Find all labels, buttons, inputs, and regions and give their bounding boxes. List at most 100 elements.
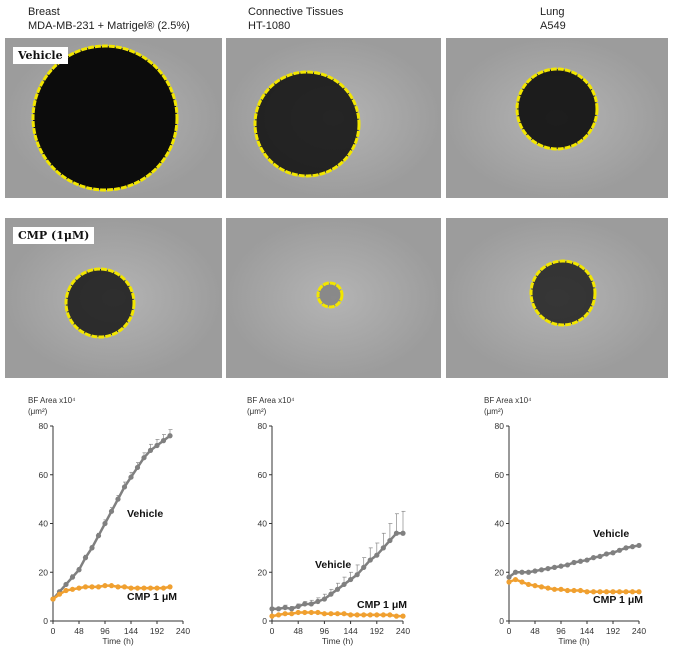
series-label: CMP 1 μM (127, 591, 177, 603)
y-axis-unit: (μm²) (484, 407, 504, 416)
data-point (380, 545, 386, 551)
data-point (308, 609, 314, 616)
y-axis-unit: (μm²) (247, 407, 267, 416)
data-point (512, 576, 519, 583)
data-point (603, 589, 610, 595)
series-label: Vehicle (127, 508, 163, 520)
data-point (551, 586, 558, 592)
spheroid-outline (316, 281, 344, 309)
x-tick-label: 192 (150, 626, 164, 636)
data-point (512, 569, 519, 575)
y-axis-label: BF Area x10⁴ (28, 396, 76, 405)
y-tick-label: 40 (258, 519, 268, 529)
y-tick-label: 20 (258, 567, 268, 577)
data-point (590, 589, 597, 595)
data-point (76, 585, 82, 591)
data-point (380, 612, 386, 618)
data-point (341, 611, 347, 617)
x-tick-label: 96 (556, 626, 566, 636)
data-point (629, 544, 636, 550)
data-point (506, 579, 512, 585)
data-point (321, 611, 327, 617)
y-tick-label: 20 (495, 567, 505, 577)
spheroid-image (226, 38, 441, 198)
x-tick-label: 144 (344, 626, 358, 636)
x-tick-label: 96 (320, 626, 330, 636)
data-point (69, 574, 76, 580)
y-tick-label: 40 (495, 519, 505, 529)
data-point (636, 542, 642, 549)
y-tick-label: 60 (495, 470, 505, 480)
series-label: CMP 1 μM (357, 599, 407, 611)
x-tick-label: 240 (632, 626, 646, 636)
data-point (538, 584, 545, 590)
data-point (571, 587, 577, 594)
data-point (76, 567, 82, 573)
x-tick-label: 144 (124, 626, 138, 636)
spheroid-outline (529, 259, 597, 327)
series-label: Vehicle (315, 559, 351, 571)
data-point (374, 552, 380, 558)
data-point (354, 612, 360, 618)
data-point (167, 584, 173, 590)
data-point (590, 555, 597, 561)
x-tick-label: 48 (530, 626, 540, 636)
data-point (623, 589, 629, 595)
data-point (108, 583, 115, 589)
growth-chart: BF Area x10⁴ (μm²) 0 20 40 60 80 0 48 96 144 192 240… (247, 396, 410, 646)
y-axis-label: BF Area x10⁴ (247, 396, 295, 405)
data-point (334, 586, 341, 592)
data-point (525, 581, 532, 588)
y-tick-label: 60 (39, 470, 49, 480)
spheroid-image (446, 38, 668, 198)
y-tick-label: 0 (262, 616, 267, 626)
y-axis-label: BF Area x10⁴ (484, 396, 532, 405)
y-tick-label: 60 (258, 470, 268, 480)
data-point (82, 555, 89, 561)
data-point (387, 537, 393, 544)
tissue-label: Lung (540, 6, 565, 18)
series-label: Vehicle (593, 528, 629, 540)
y-tick-label: 80 (39, 421, 49, 431)
data-point (374, 612, 380, 618)
column-header-connective: Connective Tissues HT-1080 (248, 5, 343, 33)
data-point (532, 583, 538, 589)
data-point (302, 601, 308, 607)
data-point (89, 584, 95, 590)
data-point (564, 562, 571, 568)
data-point (121, 484, 128, 490)
data-point (571, 559, 577, 566)
data-point (341, 581, 347, 588)
data-point (308, 601, 314, 607)
data-point (551, 564, 558, 570)
data-point (629, 589, 636, 595)
data-point (610, 589, 616, 595)
data-point (154, 442, 160, 449)
tissue-label: Breast (28, 6, 60, 18)
growth-chart: BF Area x10⁴ (μm²) 0 20 40 60 80 0 48 96 144 192 240… (484, 396, 646, 646)
data-point (134, 585, 141, 591)
data-point (121, 584, 128, 590)
data-point (328, 611, 334, 617)
column-header-lung: Lung A549 (540, 5, 566, 33)
data-point (128, 585, 134, 591)
data-point (315, 609, 321, 616)
data-point (393, 530, 400, 536)
data-point (115, 496, 121, 502)
tissue-label: Connective Tissues (248, 6, 344, 18)
data-point (538, 567, 545, 573)
data-point (50, 596, 56, 602)
data-point (56, 591, 63, 597)
data-point (361, 612, 367, 618)
cell-line-label: MDA-MB-231 + Matrigel® (2.5%) (28, 20, 190, 32)
y-tick-label: 0 (499, 616, 504, 626)
data-point (315, 598, 321, 605)
x-axis-label: Time (h) (102, 636, 133, 646)
data-point (506, 574, 512, 580)
cell-line-label: HT-1080 (248, 20, 291, 32)
column-header-breast: Breast MDA-MB-231 + Matrigel® (2.5%) (28, 5, 190, 33)
series-label: CMP 1 μM (593, 594, 643, 606)
data-point (154, 585, 160, 591)
data-point (295, 609, 301, 616)
data-point (400, 613, 406, 619)
